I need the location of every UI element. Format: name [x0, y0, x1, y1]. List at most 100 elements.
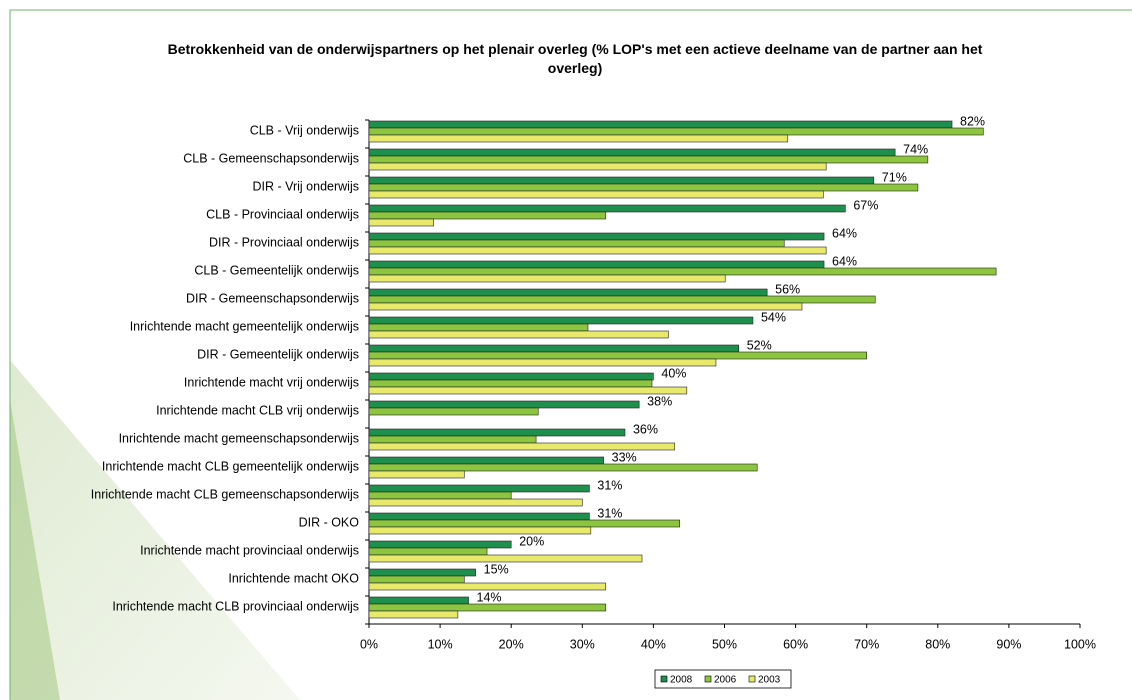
- data-label: 31%: [597, 506, 622, 520]
- data-label: 20%: [519, 534, 544, 548]
- x-tick-label: 70%: [854, 637, 879, 651]
- y-tick-label: CLB - Vrij onderwijs: [250, 123, 359, 137]
- bar: [368, 358, 717, 367]
- bar: [368, 407, 539, 416]
- bar: [368, 267, 997, 276]
- bar: [368, 183, 919, 192]
- frame: [9, 9, 1132, 700]
- data-label: 40%: [661, 366, 686, 380]
- y-tick-label: Inrichtende macht vrij onderwijs: [184, 375, 359, 389]
- x-tick-label: 50%: [712, 637, 737, 651]
- bar: [368, 239, 785, 248]
- y-tick-label: CLB - Provinciaal onderwijs: [206, 207, 359, 221]
- data-label: 64%: [832, 226, 857, 240]
- background-decoration: [10, 360, 300, 700]
- x-tick-label: 0%: [360, 637, 378, 651]
- bar: [368, 211, 607, 220]
- y-tick-label: Inrichtende macht provinciaal onderwijs: [140, 543, 359, 557]
- bar: [368, 491, 512, 500]
- data-label: 67%: [853, 198, 878, 212]
- bar: [368, 176, 875, 185]
- legend-label: 2003: [758, 675, 781, 686]
- y-tick-label: Inrichtende macht CLB gemeentelijk onder…: [102, 459, 359, 473]
- legend-box: [654, 669, 792, 689]
- bar: [368, 162, 827, 171]
- bar: [368, 540, 512, 549]
- y-tick-label: Inrichtende macht CLB vrij onderwijs: [156, 403, 359, 417]
- bar: [368, 204, 846, 213]
- legend-label: 2008: [670, 675, 693, 686]
- y-tick-label: DIR - OKO: [299, 515, 360, 529]
- bar: [368, 484, 590, 493]
- x-tick-label: 100%: [1064, 637, 1096, 651]
- bar: [368, 610, 459, 619]
- bar: [368, 400, 640, 409]
- bar: [368, 568, 476, 577]
- bar: [368, 344, 740, 353]
- data-label: 36%: [633, 422, 658, 436]
- bar: [368, 246, 827, 255]
- y-tick-label: DIR - Gemeenschapsonderwijs: [186, 291, 359, 305]
- bar: [368, 582, 607, 591]
- bar: [368, 330, 669, 339]
- data-label: 74%: [903, 142, 928, 156]
- bar: [368, 428, 626, 437]
- bar: [368, 470, 465, 479]
- x-tick-label: 20%: [499, 637, 524, 651]
- bar: [368, 386, 688, 395]
- bar: [368, 512, 590, 521]
- y-tick-label: Inrichtende macht CLB provinciaal onderw…: [112, 599, 359, 613]
- y-tick-label: DIR - Gemeentelijk onderwijs: [197, 347, 359, 361]
- bar: [368, 519, 681, 528]
- x-tick-label: 10%: [428, 637, 453, 651]
- bar: [368, 274, 726, 283]
- y-tick-label: Inrichtende macht CLB gemeenschapsonderw…: [91, 487, 359, 501]
- data-label: 64%: [832, 254, 857, 268]
- bar: [368, 190, 824, 199]
- data-label: 54%: [761, 310, 786, 324]
- bar: [368, 554, 643, 563]
- legend-swatch: [748, 675, 756, 683]
- y-tick-label: CLB - Gemeenschapsonderwijs: [183, 151, 359, 165]
- bar: [368, 295, 876, 304]
- y-tick-label: CLB - Gemeentelijk onderwijs: [194, 263, 359, 277]
- x-tick-label: 60%: [783, 637, 808, 651]
- data-label: 31%: [597, 478, 622, 492]
- bar: [368, 127, 984, 136]
- bar: [368, 323, 589, 332]
- bar: [368, 463, 758, 472]
- y-tick-label: DIR - Provinciaal onderwijs: [209, 235, 359, 249]
- bar: [368, 351, 868, 360]
- bar: [368, 435, 537, 444]
- y-tick-label: Inrichtende macht OKO: [228, 571, 359, 585]
- legend-swatch: [704, 675, 712, 683]
- bar: [368, 302, 803, 311]
- bar: [368, 148, 896, 157]
- bar: [368, 134, 789, 143]
- legend-label: 2006: [714, 675, 737, 686]
- bar: [368, 596, 469, 605]
- bar: [368, 547, 488, 556]
- bar: [368, 288, 768, 297]
- y-tick-label: DIR - Vrij onderwijs: [252, 179, 359, 193]
- bar: [368, 316, 754, 325]
- bar: [368, 372, 654, 381]
- bar: [368, 218, 435, 227]
- data-label: 56%: [775, 282, 800, 296]
- bar: [368, 603, 607, 612]
- bar: [368, 575, 465, 584]
- data-label: 33%: [612, 450, 637, 464]
- bar: [368, 120, 953, 129]
- data-label: 52%: [747, 338, 772, 352]
- data-label: 14%: [477, 590, 502, 604]
- data-label: 71%: [882, 170, 907, 184]
- bar: [368, 498, 583, 507]
- bar: [368, 526, 592, 535]
- chart-title: Betrokkenheid van de onderwijspartners o…: [167, 41, 983, 76]
- data-label: 82%: [960, 114, 985, 128]
- x-tick-label: 40%: [641, 637, 666, 651]
- x-tick-label: 90%: [996, 637, 1021, 651]
- data-label: 38%: [647, 394, 672, 408]
